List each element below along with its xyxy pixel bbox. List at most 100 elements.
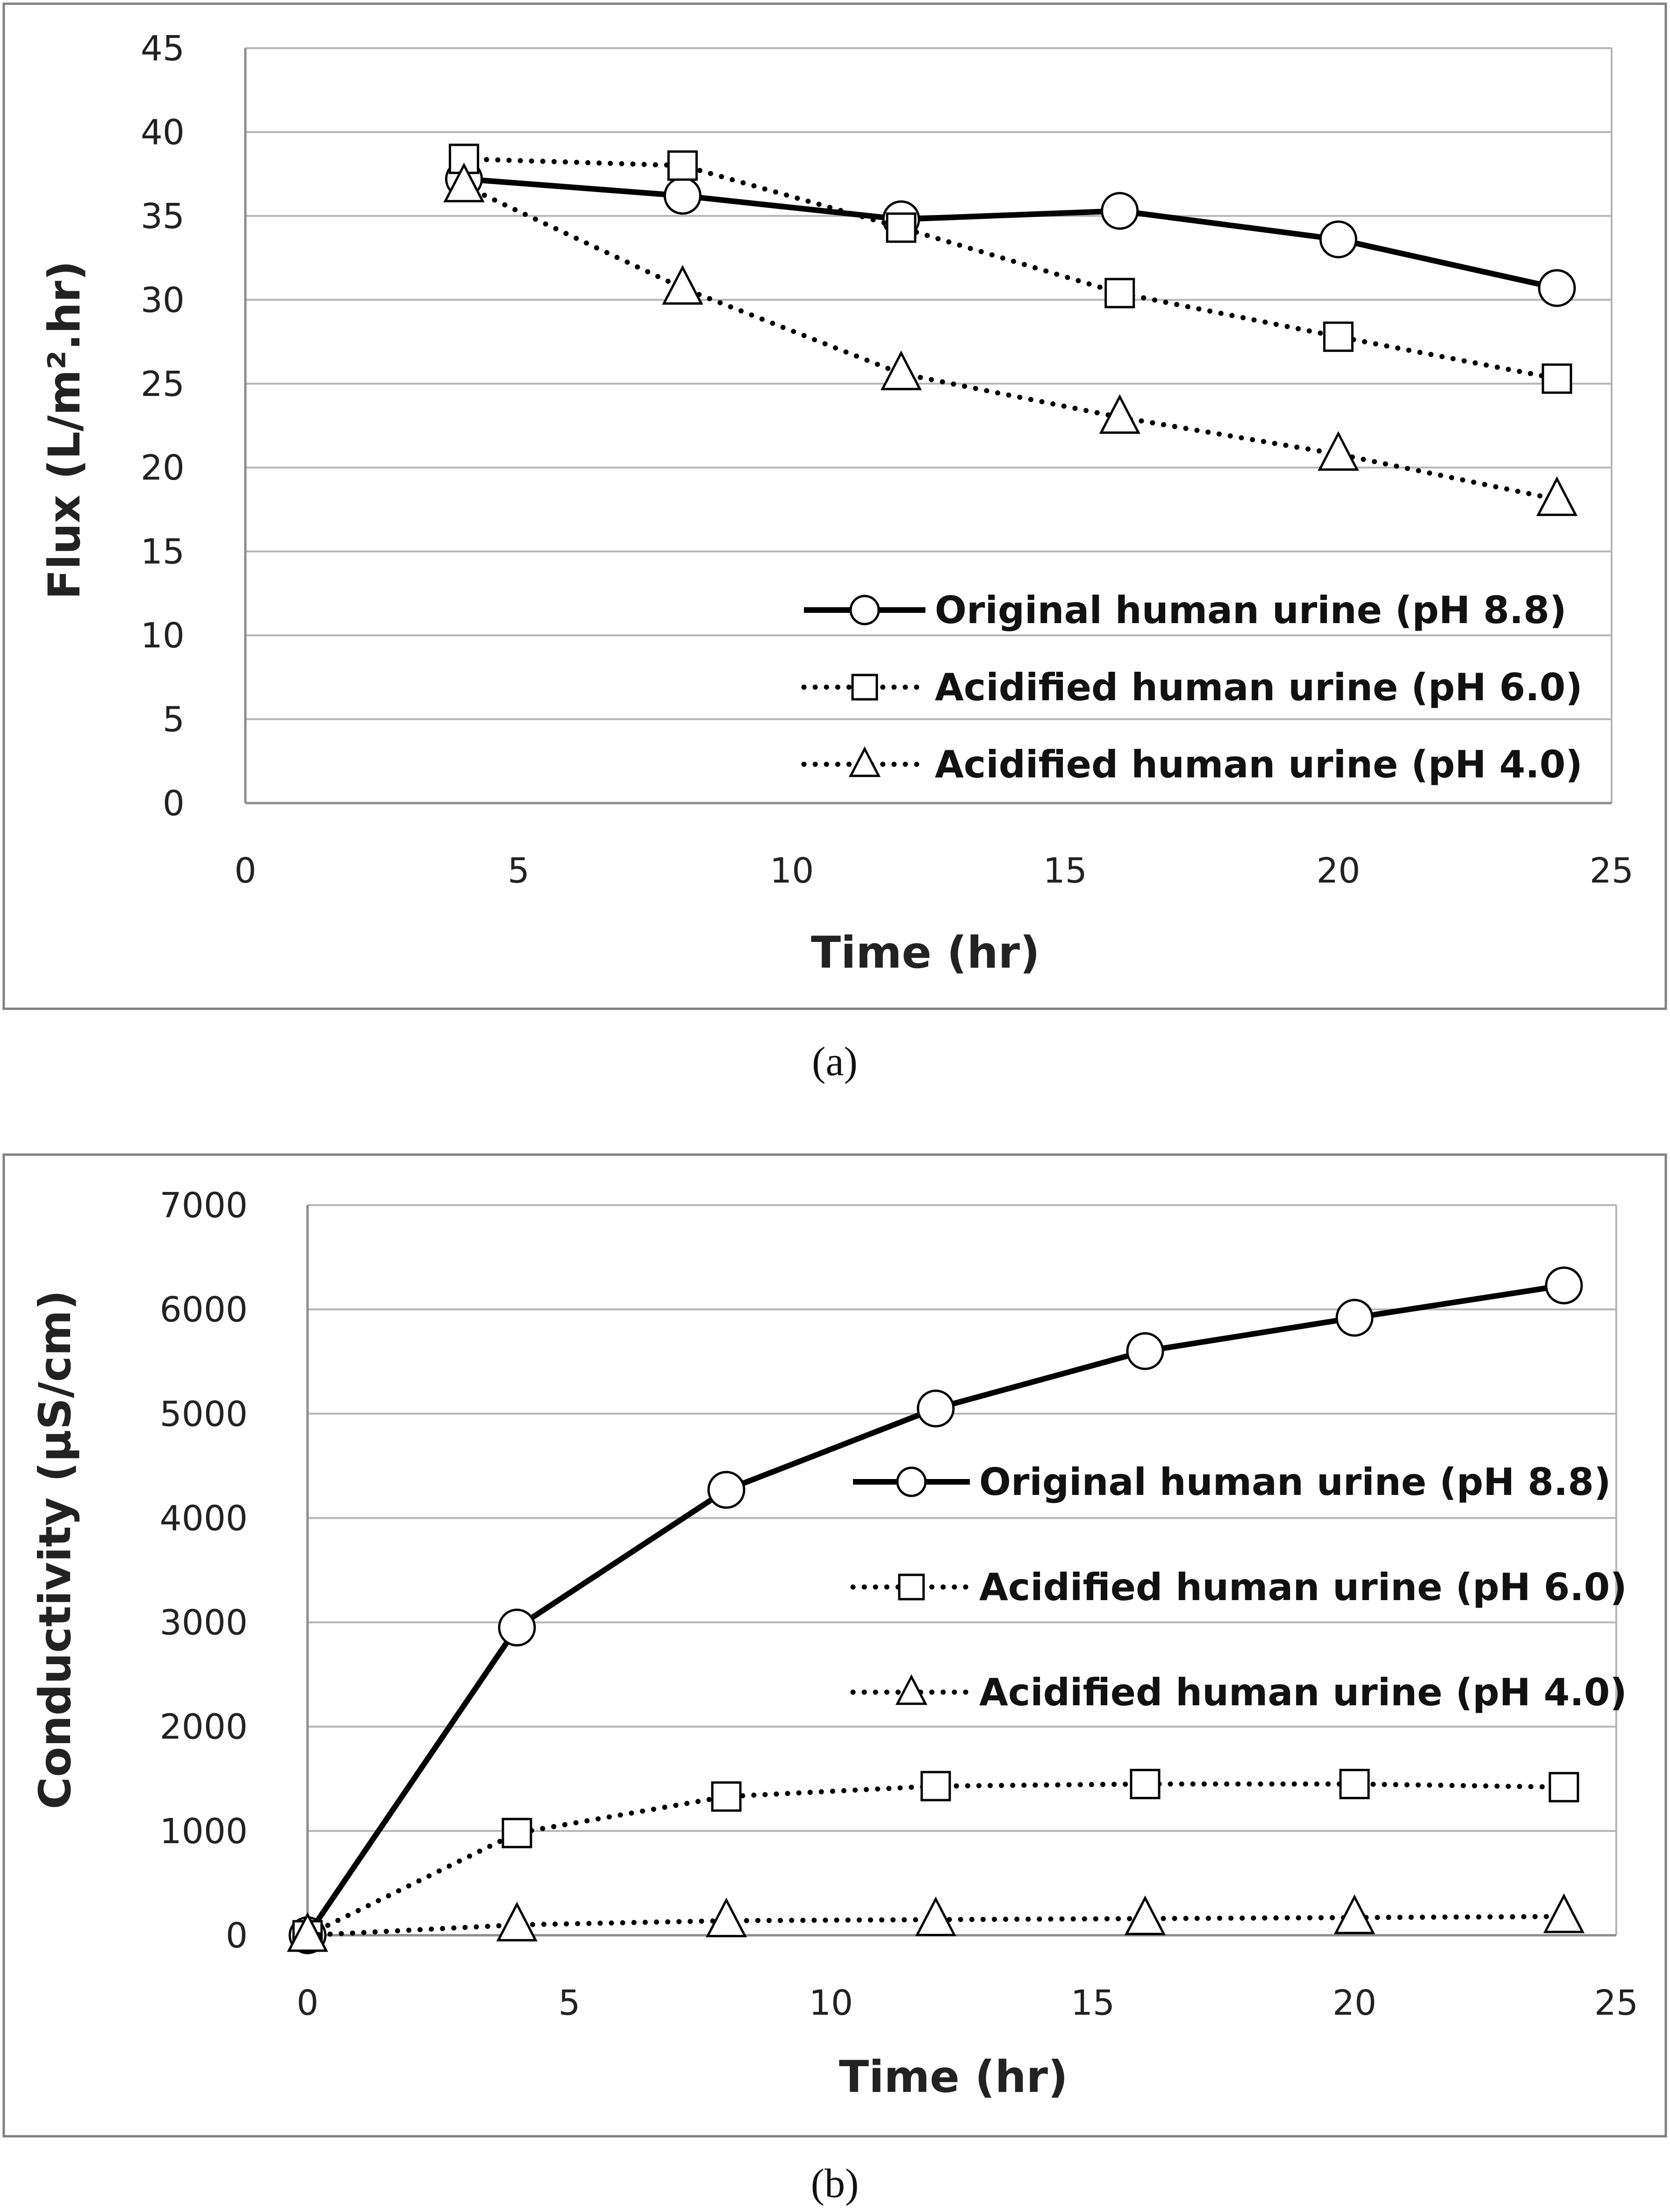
- x-tick-label: 15: [1043, 851, 1087, 891]
- data-point: [1099, 394, 1140, 434]
- y-tick-label: 3000: [160, 1603, 248, 1643]
- legend-marker: [851, 674, 878, 701]
- data-point: [920, 1771, 951, 1802]
- y-tick-label: 35: [141, 196, 185, 237]
- data-point: [1541, 363, 1572, 394]
- x-tick-label: 10: [770, 851, 814, 891]
- gridlines: [245, 47, 1613, 803]
- data-point: [1101, 192, 1139, 230]
- data-point: [1536, 476, 1578, 516]
- legend-item: Original human urine (pH 8.8): [853, 1460, 1611, 1504]
- data-point: [711, 1781, 742, 1812]
- legend-item: Acidified human urine (pH 6.0): [850, 1566, 1627, 1609]
- data-point: [1548, 1772, 1579, 1803]
- x-tick-label: 25: [1590, 851, 1634, 891]
- series-line: [464, 176, 1558, 291]
- x-axis-label: Time (hr): [839, 2052, 1068, 2103]
- x-axis-label: Time (hr): [811, 927, 1040, 978]
- axes: [244, 48, 1612, 804]
- legend-marker: [895, 1674, 928, 1705]
- y-tick-label: 40: [141, 112, 185, 152]
- data-point: [1543, 1893, 1585, 1933]
- y-tick-label: 7000: [160, 1185, 248, 1226]
- y-tick-label: 2000: [160, 1707, 248, 1747]
- series-square: [449, 144, 1572, 394]
- data-point: [917, 1389, 955, 1428]
- legend-marker: [849, 595, 880, 625]
- legend-item: Acidified human urine (pH 6.0): [801, 666, 1583, 709]
- data-point: [1124, 1895, 1166, 1935]
- y-tick-label: 30: [141, 280, 185, 320]
- chart-frame: [2, 2, 1667, 1010]
- y-axis-label: Flux (L/m².hr): [39, 261, 90, 600]
- data-point: [886, 212, 917, 243]
- x-tick-label: 0: [234, 851, 256, 891]
- series-triangle: [287, 1893, 1585, 1952]
- data-point: [1104, 278, 1135, 309]
- x-tick-label: 20: [1316, 851, 1360, 891]
- legend-label: Acidified human urine (pH 6.0): [935, 666, 1583, 709]
- data-point: [1538, 269, 1576, 307]
- data-point: [287, 1912, 329, 1952]
- x-tick-label: 10: [809, 1983, 853, 2023]
- y-tick-label: 5000: [160, 1394, 248, 1434]
- data-point: [707, 1471, 745, 1509]
- y-tick-label: 5: [163, 700, 185, 740]
- data-point: [1339, 1768, 1370, 1799]
- y-tick-label: 15: [141, 532, 185, 572]
- y-tick-label: 6000: [160, 1290, 248, 1330]
- x-tick-label: 20: [1333, 1983, 1376, 2023]
- legend: Original human urine (pH 8.8) Acidified h…: [801, 589, 1583, 786]
- y-tick-labels: 0 1000 2000 3000 4000 5000 6000 7000: [160, 1185, 248, 1956]
- data-point: [498, 1609, 536, 1647]
- y-tick-label: 4000: [160, 1498, 248, 1538]
- data-point: [1335, 1299, 1374, 1337]
- legend-label: Acidified human urine (pH 4.0): [935, 743, 1583, 786]
- y-tick-labels: 0 5 10 15 20 25 30 35 40 45: [141, 29, 185, 824]
- x-tick-labels: 0 5 10 15 20 25: [234, 851, 1634, 891]
- y-tick-label: 0: [226, 1916, 248, 1956]
- x-tick-label: 25: [1594, 1983, 1638, 2023]
- series-square: [292, 1768, 1579, 1951]
- data-point: [1545, 1266, 1583, 1305]
- data-point: [1318, 431, 1359, 471]
- chart-conductivity: 0 1000 2000 3000 4000 5000 6000 7000 0 5 10 15 20 25…: [2, 1153, 1667, 2138]
- y-tick-label: 20: [141, 448, 185, 488]
- legend-marker: [898, 1573, 925, 1601]
- data-point: [496, 1902, 538, 1942]
- legend-marker: [848, 746, 881, 777]
- legend-marker: [896, 1466, 927, 1497]
- caption-a: (a): [812, 1039, 858, 1084]
- series-line: [461, 183, 1560, 502]
- x-tick-label: 0: [296, 1983, 318, 2023]
- series-layer: [443, 144, 1578, 516]
- y-tick-label: 45: [141, 29, 185, 69]
- y-tick-label: 10: [141, 616, 185, 656]
- caption-b: (b): [811, 2161, 859, 2206]
- data-point: [663, 177, 702, 215]
- data-point: [662, 265, 703, 305]
- y-tick-label: 25: [141, 364, 185, 404]
- data-point: [915, 1896, 957, 1937]
- data-point: [502, 1817, 532, 1848]
- y-tick-label: 1000: [160, 1811, 248, 1852]
- data-point: [1130, 1768, 1161, 1799]
- data-point: [705, 1897, 747, 1938]
- series-line: [461, 156, 1560, 381]
- data-point: [1126, 1332, 1164, 1370]
- series-triangle: [443, 162, 1578, 516]
- series-layer: [287, 1266, 1585, 1954]
- data-point: [667, 150, 698, 181]
- y-axis-label: Conductivity (µS/cm): [30, 1290, 81, 1810]
- series-circle: [445, 160, 1576, 307]
- series-circle: [288, 1266, 1583, 1954]
- legend-item: Original human urine (pH 8.8): [804, 589, 1567, 632]
- legend-label: Acidified human urine (pH 4.0): [979, 1671, 1627, 1714]
- legend-label: Acidified human urine (pH 6.0): [979, 1566, 1627, 1609]
- legend: Original human urine (pH 8.8) Acidified h…: [850, 1460, 1627, 1714]
- x-tick-label: 5: [508, 851, 530, 891]
- chart-frame: [2, 1153, 1667, 2138]
- data-point: [1333, 1894, 1376, 1934]
